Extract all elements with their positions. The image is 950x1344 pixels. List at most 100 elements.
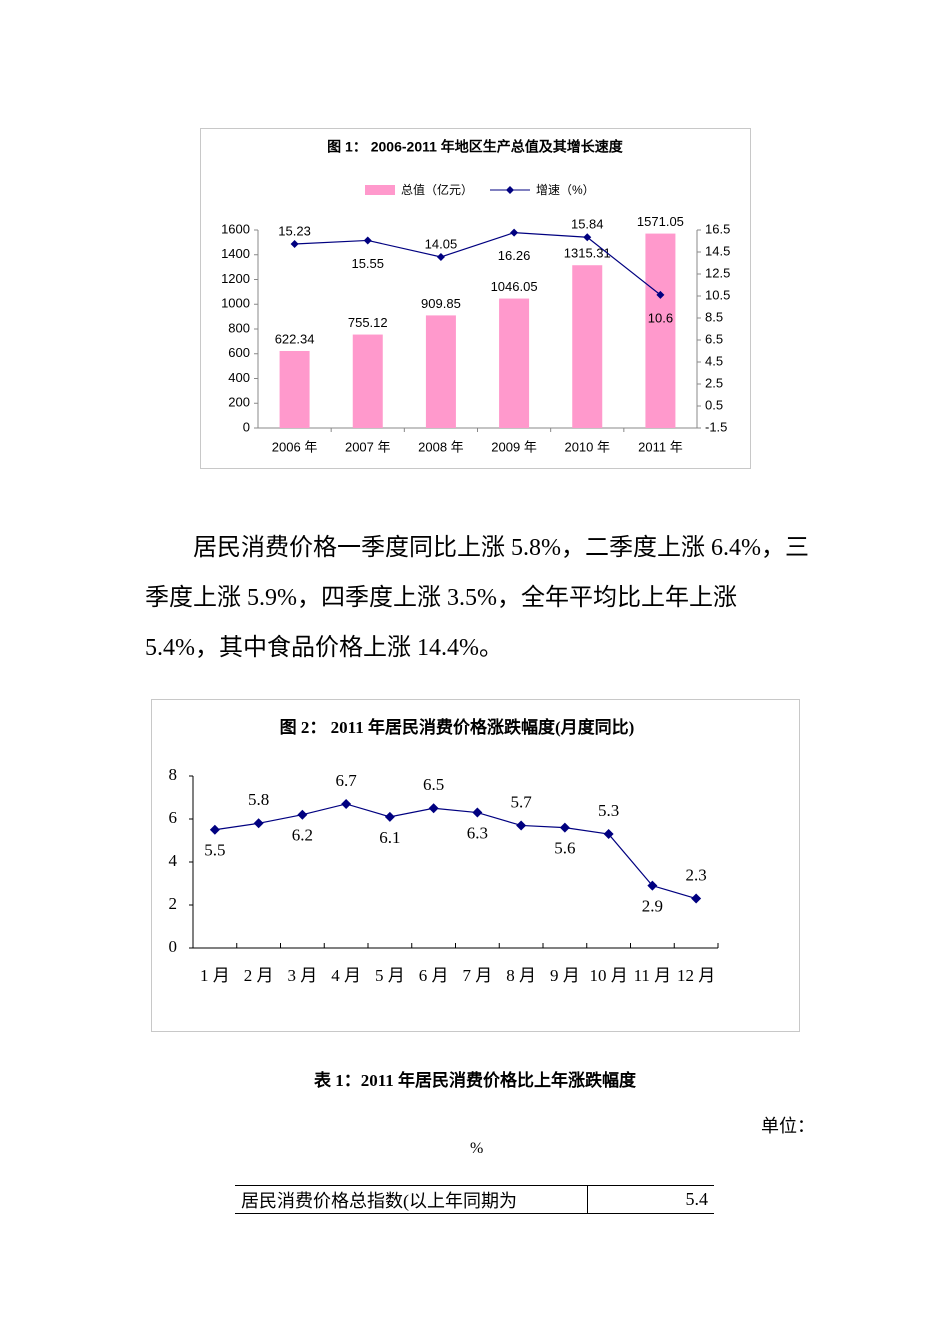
data-label: 6.3 (467, 823, 488, 842)
y-tick-label: 6 (169, 808, 178, 827)
y-tick-label: 4 (169, 851, 178, 870)
y2-tick-label: 14.5 (705, 243, 730, 258)
bar (572, 265, 603, 428)
x-tick-label: 8 月 (506, 966, 536, 985)
chart-frame (151, 699, 800, 1032)
legend-label: 总值（亿元） (401, 182, 473, 197)
paragraph: 居民消费价格一季度同比上涨 5.8%，二季度上涨 6.4%，三季度上涨 5.9%… (145, 535, 809, 661)
x-tick-label: 2 月 (244, 966, 274, 985)
chart: 图 1： 2006-2011 年地区生产总值及其增长速度 0 200 400 600 80… (200, 128, 751, 469)
chart-title: 图 2： 2011 年居民消费价格涨跌幅度(月度同比) (280, 717, 635, 737)
y-tick-label: 1600 (221, 221, 250, 236)
data-label: 15.84 (571, 217, 604, 232)
x-tick-label: 3 月 (288, 966, 318, 985)
data-label: 755.12 (348, 315, 388, 330)
marker (428, 803, 439, 814)
y2-tick-label: 12.5 (705, 265, 730, 280)
marker (209, 824, 220, 835)
data-label: 2.3 (686, 865, 707, 884)
x-tick-label: 1 月 (200, 966, 230, 985)
x-tick-label: 6 月 (419, 966, 449, 985)
data-label: 5.3 (598, 801, 619, 820)
marker (691, 893, 702, 904)
table: 居民消费价格总指数(以上年同期为 5.4 (235, 1185, 714, 1214)
line (214, 803, 697, 900)
bar (279, 350, 310, 428)
y-tick-label: 400 (228, 370, 250, 385)
data-label: 5.6 (554, 839, 575, 858)
data-label: 1315.31 (564, 246, 611, 261)
data-label: 6.5 (423, 775, 444, 794)
y-tick-label: 2 (169, 894, 178, 913)
table-row: 居民消费价格总指数(以上年同期为 5.4 (235, 1185, 714, 1214)
chart: 图 2： 2011 年居民消费价格涨跌幅度(月度同比) 0 2 4 6 8 1 月 2 月 3 … (151, 699, 800, 1032)
data-label: 6.7 (336, 771, 358, 790)
marker (341, 798, 352, 809)
table-caption: 表 1：2011 年居民消费价格比上年涨跌幅度 (313, 1071, 637, 1090)
legend-label: 增速（%） (536, 183, 595, 197)
legend-swatch (365, 185, 395, 195)
marker (472, 807, 483, 818)
x-tick-label: 2006 年 (272, 439, 318, 454)
marker (516, 820, 527, 831)
y2-tick-label: 10.5 (705, 287, 730, 302)
y2-tick-label: 16.5 (705, 221, 730, 236)
x-tick-label: 2010 年 (564, 439, 610, 454)
y-tick-label: 1000 (221, 296, 250, 311)
marker (253, 818, 264, 829)
marker (603, 829, 614, 840)
bar (352, 334, 383, 428)
data-label: 5.8 (248, 790, 269, 809)
x-tick-label: 12 月 (677, 966, 715, 985)
data-label: 15.23 (278, 223, 311, 238)
bar (425, 315, 456, 428)
unit: % (470, 1140, 484, 1157)
x-tick-label: 5 月 (375, 966, 405, 985)
marker (363, 236, 372, 245)
y-tick-label: 0 (169, 937, 178, 956)
data-label: 5.5 (204, 841, 225, 860)
x-tick-label: 2009 年 (491, 439, 537, 454)
y2-tick-label: 4.5 (705, 353, 723, 368)
y2-tick-label: 0.5 (705, 397, 723, 412)
x-tick-label: 7 月 (463, 966, 493, 985)
marker (647, 880, 658, 891)
y-tick-label: 1200 (221, 271, 250, 286)
marker (384, 811, 395, 822)
marker (583, 233, 592, 242)
data-label: 10.6 (648, 310, 673, 325)
data-label: 1046.05 (491, 279, 538, 294)
marker (510, 228, 519, 237)
data-label: 15.55 (351, 256, 384, 271)
x-tick-label: 2008 年 (418, 439, 464, 454)
data-label: 5.7 (511, 792, 533, 811)
chart-title: 图 1： 2006-2011 年地区生产总值及其增长速度 (327, 139, 624, 155)
bar (645, 233, 676, 428)
table-cell: 居民消费价格总指数(以上年同期为 (235, 1185, 588, 1214)
x-tick-label: 2011 年 (638, 439, 683, 454)
marker (656, 290, 665, 299)
x-tick-label: 10 月 (590, 966, 628, 985)
y-tick-label: 600 (228, 345, 250, 360)
y-tick-label: 800 (228, 320, 250, 335)
x-tick-label: 11 月 (634, 966, 672, 985)
unit-label: 单位： (761, 1116, 815, 1136)
x-tick-label: 9 月 (550, 966, 580, 985)
y-tick-label: 200 (228, 395, 250, 410)
data-label: 6.2 (292, 826, 313, 845)
x-tick-label: 4 月 (331, 966, 361, 985)
marker (297, 809, 308, 820)
marker (290, 239, 299, 248)
y-tick-label: 8 (169, 765, 178, 784)
table-cell: 5.4 (587, 1185, 714, 1214)
data-label: 14.05 (425, 236, 458, 251)
bar (499, 298, 530, 428)
y2-tick-label: 6.5 (705, 331, 723, 346)
data-label: 2.9 (642, 897, 663, 916)
y2-tick-label: 2.5 (705, 375, 723, 390)
data-label: 909.85 (421, 296, 461, 311)
legend-marker (506, 186, 514, 194)
y2-tick-label: 8.5 (705, 309, 723, 324)
data-label: 1571.05 (637, 214, 684, 229)
